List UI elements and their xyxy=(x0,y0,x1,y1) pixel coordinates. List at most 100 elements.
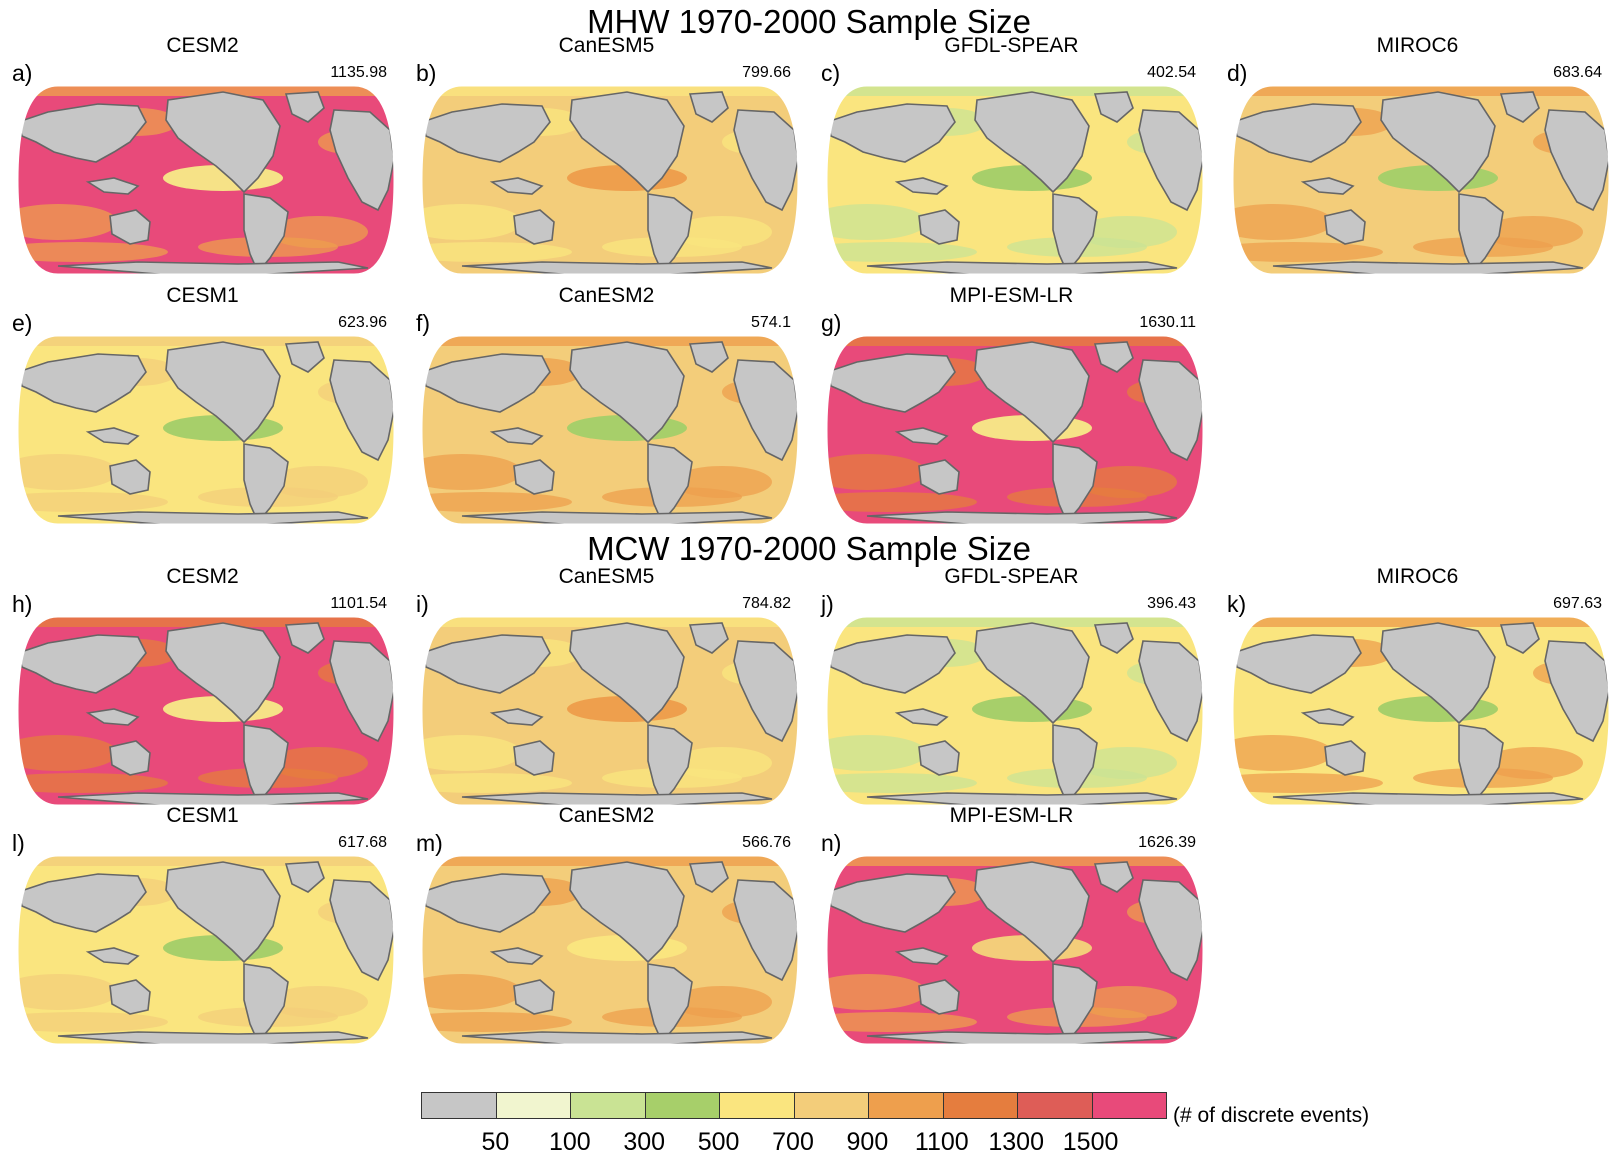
ocean-anomaly-region xyxy=(422,454,522,490)
map-panel: CESM2 a) 1135.98 xyxy=(10,34,395,275)
land-mass xyxy=(688,622,729,654)
ocean-anomaly-region xyxy=(827,1012,977,1032)
map-outline xyxy=(422,616,798,806)
land-mass xyxy=(109,740,151,776)
mhw-title: MHW 1970-2000 Sample Size xyxy=(587,3,1031,40)
map-outline xyxy=(827,616,1203,806)
panel-letter: i) xyxy=(416,591,429,617)
land-mass xyxy=(974,861,1090,964)
robinson-world-map xyxy=(422,855,798,1045)
land-mass xyxy=(57,1031,369,1044)
map-outline xyxy=(18,335,394,525)
map-outline xyxy=(1233,616,1609,806)
land-mass xyxy=(1138,109,1203,212)
panel-model-name: GFDL-SPEAR xyxy=(944,34,1079,57)
map-outline xyxy=(1233,85,1609,275)
robinson-world-map xyxy=(422,85,798,275)
land-mass xyxy=(513,740,555,776)
panel-mean-value: 683.64 xyxy=(1553,64,1602,81)
land-mass xyxy=(733,359,798,462)
land-mass xyxy=(1272,261,1584,274)
panel-mean-value: 1630.11 xyxy=(1139,314,1196,331)
land-mass xyxy=(827,873,956,933)
panel-mean-value: 396.43 xyxy=(1147,595,1196,612)
ocean-anomaly-region xyxy=(18,974,118,1010)
panel-letter: h) xyxy=(12,591,33,617)
colorbar-swatch xyxy=(1092,1093,1166,1118)
land-mass xyxy=(165,861,281,964)
land-mass xyxy=(284,861,325,893)
robinson-world-map xyxy=(1233,85,1609,275)
map-panel: CESM2 h) 1101.54 xyxy=(10,565,395,806)
ocean-anomaly-region xyxy=(18,735,118,771)
land-mass xyxy=(461,261,773,274)
land-mass xyxy=(18,103,147,163)
ocean-anomaly-region xyxy=(1233,242,1383,262)
land-mass xyxy=(1300,708,1355,726)
map-panel: GFDL-SPEAR j) 396.43 xyxy=(819,565,1204,806)
land-mass xyxy=(1324,740,1366,776)
robinson-world-map xyxy=(18,335,394,525)
map-outline xyxy=(422,85,798,275)
arctic-band xyxy=(422,86,798,96)
land-mass xyxy=(1380,622,1496,725)
panel-model-name: MIROC6 xyxy=(1376,34,1459,57)
land-mass xyxy=(569,622,685,725)
land-mass xyxy=(733,879,798,982)
land-mass xyxy=(647,443,693,524)
land-mass xyxy=(85,708,140,726)
colorbar-tick-label: 1500 xyxy=(1062,1128,1119,1156)
colorbar-swatch xyxy=(794,1093,869,1118)
land-mass xyxy=(1093,622,1134,654)
panel-mean-value: 1135.98 xyxy=(330,64,387,81)
land-mass xyxy=(918,979,960,1015)
panel-letter: c) xyxy=(821,60,841,86)
land-mass xyxy=(1458,724,1504,805)
land-mass xyxy=(489,177,544,195)
robinson-world-map xyxy=(827,335,1203,525)
panel-mean-value: 1626.39 xyxy=(1138,834,1196,851)
land-mass xyxy=(165,622,281,725)
panel-mean-value: 574.1 xyxy=(750,314,791,331)
arctic-band xyxy=(18,617,394,627)
panel-model-name: CESM2 xyxy=(166,34,239,57)
ocean-anomaly-region xyxy=(422,1012,572,1032)
colorbar-swatch xyxy=(1018,1093,1093,1118)
ocean-anomaly-region xyxy=(422,773,572,793)
land-mass xyxy=(284,341,325,373)
ocean-anomaly-region xyxy=(827,773,977,793)
ocean-anomaly-region xyxy=(827,492,977,512)
panel-model-name: GFDL-SPEAR xyxy=(944,565,1079,588)
colorbar-tick-label: 300 xyxy=(623,1128,666,1156)
land-mass xyxy=(1138,359,1203,462)
land-mass xyxy=(489,427,544,445)
colorbar-tick-label: 50 xyxy=(481,1128,510,1156)
land-mass xyxy=(1093,861,1134,893)
land-mass xyxy=(57,511,369,524)
land-mass xyxy=(918,209,960,245)
robinson-world-map xyxy=(18,616,394,806)
land-mass xyxy=(165,341,281,444)
panel-letter: m) xyxy=(416,830,443,856)
panel-model-name: CESM1 xyxy=(166,284,239,307)
land-mass xyxy=(109,979,151,1015)
panel-model-name: CanESM5 xyxy=(558,34,655,57)
panel-letter: n) xyxy=(821,830,842,856)
land-mass xyxy=(827,353,956,413)
land-mass xyxy=(422,634,551,694)
ocean-anomaly-region xyxy=(422,242,572,262)
colorbar xyxy=(421,1092,1167,1119)
land-mass xyxy=(461,792,773,805)
land-mass xyxy=(866,261,1178,274)
land-mass xyxy=(461,1031,773,1044)
map-outline xyxy=(827,335,1203,525)
colorbar-swatch xyxy=(645,1093,720,1118)
map-outline xyxy=(827,855,1203,1045)
land-mass xyxy=(1544,640,1609,743)
ocean-anomaly-region xyxy=(18,242,168,262)
ocean-anomaly-region xyxy=(422,735,522,771)
panel-model-name: CanESM2 xyxy=(558,804,655,827)
robinson-world-map xyxy=(422,335,798,525)
land-mass xyxy=(513,209,555,245)
ocean-anomaly-region xyxy=(827,735,927,771)
